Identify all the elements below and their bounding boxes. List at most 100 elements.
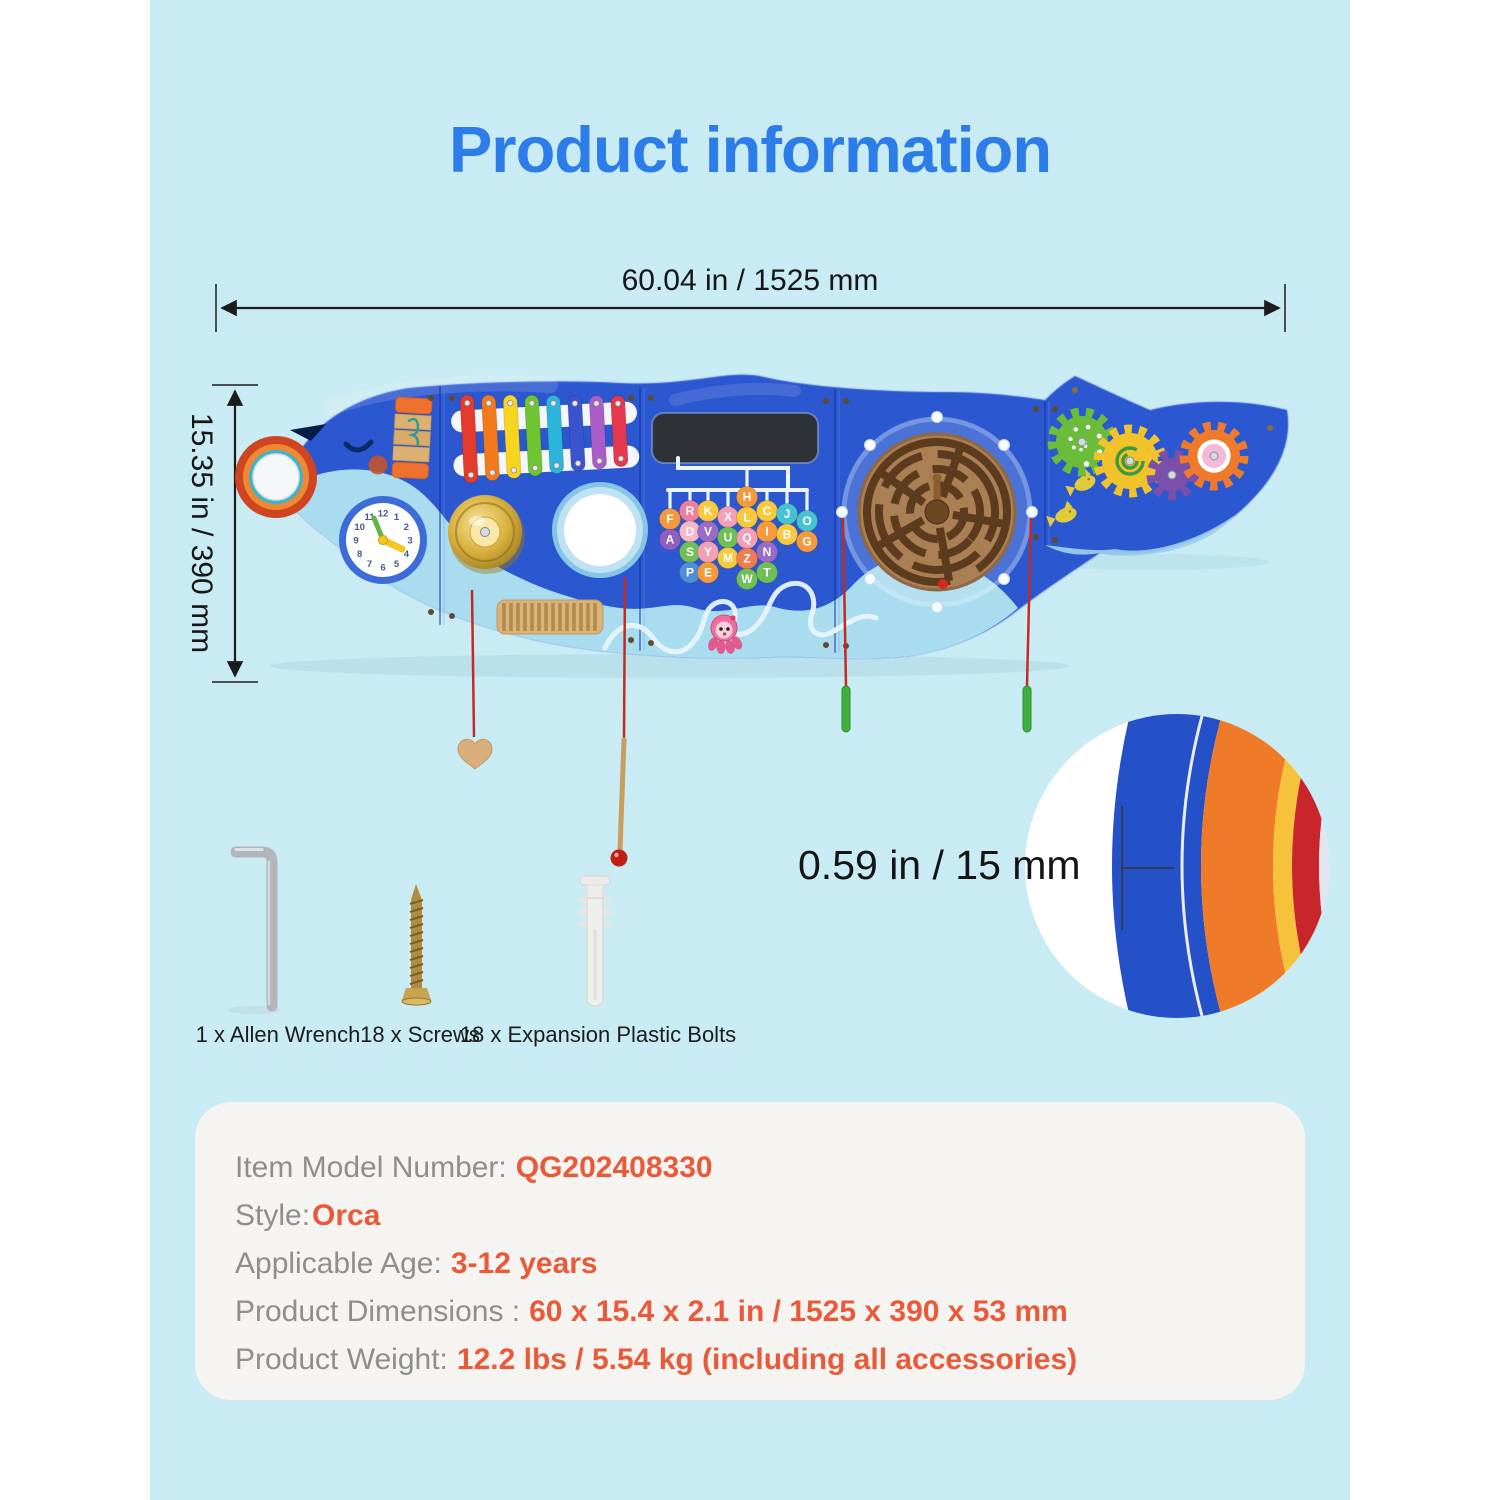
svg-text:P: P	[686, 566, 694, 580]
dimension-height-arrow	[212, 384, 258, 683]
orca-beak	[290, 424, 326, 441]
mirror-icon	[235, 436, 317, 518]
height-dimension-label: 15.35 in / 390 mm	[185, 412, 218, 654]
screw-icon	[401, 884, 432, 1006]
svg-text:T: T	[763, 566, 771, 580]
gear-yellow-spiral-icon	[1093, 424, 1167, 498]
guiro-icon	[496, 599, 604, 635]
spec-label: Item Model Number:	[235, 1151, 507, 1184]
orca-eye-icon	[343, 439, 374, 453]
hanging-accessories	[457, 517, 1033, 867]
svg-text:5: 5	[394, 559, 400, 570]
svg-text:H: H	[743, 490, 752, 504]
svg-text:R: R	[686, 504, 695, 518]
maze-icon	[836, 411, 1038, 613]
spinning-blocks-icon	[391, 396, 433, 480]
svg-text:4: 4	[404, 549, 410, 560]
svg-text:U: U	[724, 531, 733, 545]
tail-belly-band	[1045, 515, 1235, 556]
svg-text:W: W	[741, 572, 753, 586]
page-title: Product information	[448, 113, 1052, 186]
spec-row-model: Item Model Number: QG202408330	[235, 1144, 1275, 1192]
allen-wrench-icon	[228, 846, 280, 1014]
included-hardware	[228, 846, 613, 1014]
spec-row-age: Applicable Age: 3-12 years	[235, 1240, 1275, 1288]
svg-text:1: 1	[394, 512, 400, 523]
svg-text:Q: Q	[742, 531, 751, 545]
screws-label: 18 x Screws	[360, 1022, 480, 1047]
svg-text:9: 9	[353, 536, 358, 547]
svg-text:11: 11	[364, 512, 375, 523]
svg-text:D: D	[686, 525, 695, 539]
svg-text:8: 8	[357, 549, 362, 560]
bell-icon	[448, 495, 525, 574]
maze-pegs	[836, 411, 1038, 613]
spec-row-style: Style: Orca	[235, 1192, 1275, 1240]
svg-text:6: 6	[380, 563, 385, 574]
svg-text:I: I	[765, 525, 768, 539]
octopus-icon	[708, 614, 743, 654]
spec-value: Orca	[312, 1199, 381, 1232]
magnet-wand-icon	[1022, 685, 1032, 733]
product-infographic: Product information	[150, 0, 1350, 1500]
expansion-bolts-label: 18 x Expansion Plastic Bolts	[459, 1022, 737, 1047]
board-screws	[428, 387, 1273, 649]
product-spec-card: Item Model Number: QG202408330 Style: Or…	[195, 1102, 1305, 1400]
spec-value: 12.2 lbs / 5.54 kg (including all access…	[456, 1343, 1078, 1376]
svg-text:N: N	[763, 545, 772, 559]
svg-text:G: G	[802, 535, 811, 549]
thickness-dimension-label: 0.59 in / 15 mm	[798, 842, 1081, 888]
spec-label: Product Weight:	[235, 1343, 448, 1376]
svg-text:V: V	[704, 525, 712, 539]
spec-value: QG202408330	[515, 1151, 713, 1184]
fish-icon	[1046, 500, 1077, 528]
spec-value: 3-12 years	[450, 1247, 598, 1280]
blackboard-icon	[651, 412, 819, 464]
svg-text:B: B	[783, 528, 792, 542]
spec-value: 60 x 15.4 x 2.1 in / 1525 x 390 x 53 mm	[529, 1295, 1068, 1328]
svg-text:C: C	[763, 504, 772, 518]
orca-cheek	[368, 455, 388, 475]
dimension-width-arrow	[215, 284, 1286, 332]
svg-text:F: F	[666, 512, 673, 526]
svg-text:3: 3	[407, 536, 412, 547]
svg-text:K: K	[704, 504, 713, 518]
svg-text:J: J	[784, 507, 791, 521]
wood-heart-icon	[457, 738, 493, 770]
drum-icon	[552, 482, 648, 578]
magnet-wand-icon	[841, 685, 851, 733]
allen-wrench-label: 1 x Allen Wrench	[195, 1022, 361, 1047]
svg-text:A: A	[666, 533, 675, 547]
gears	[1047, 407, 1249, 501]
thickness-detail	[1025, 714, 1329, 1018]
svg-text:7: 7	[367, 559, 372, 570]
mallet-icon	[617, 737, 627, 853]
gear-orange-swirl-icon	[1179, 421, 1249, 491]
svg-text:2: 2	[404, 522, 409, 533]
spec-label: Product Dimensions :	[235, 1295, 521, 1328]
svg-text:Y: Y	[704, 545, 712, 559]
svg-text:O: O	[802, 514, 811, 528]
svg-text:X: X	[724, 510, 732, 524]
svg-text:S: S	[686, 545, 694, 559]
svg-text:M: M	[723, 551, 733, 565]
svg-text:12: 12	[378, 509, 389, 520]
svg-text:E: E	[704, 566, 712, 580]
spec-row-dimensions: Product Dimensions : 60 x 15.4 x 2.1 in …	[235, 1288, 1275, 1336]
xylophone-icon	[451, 394, 640, 484]
width-dimension-label: 60.04 in / 1525 mm	[621, 264, 879, 297]
svg-text:L: L	[743, 511, 750, 525]
spec-row-weight: Product Weight: 12.2 lbs / 5.54 kg (incl…	[235, 1336, 1275, 1384]
spec-label: Applicable Age:	[235, 1247, 442, 1280]
svg-text:Z: Z	[743, 552, 750, 566]
gear-purple-icon	[1146, 449, 1198, 501]
expansion-bolt-icon	[577, 875, 613, 1007]
spec-label: Style:	[235, 1199, 311, 1232]
svg-text:10: 10	[354, 522, 365, 533]
